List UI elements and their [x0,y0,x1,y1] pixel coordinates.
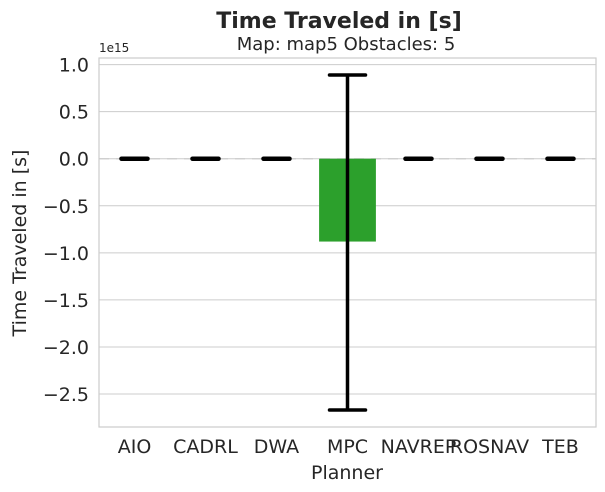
x-tick-label-aio: AIO [118,436,152,458]
x-axis-label: Planner [311,462,383,484]
x-tick-label-mpc: MPC [327,436,368,458]
y-tick-label: −0.5 [43,196,89,218]
plot-frame [98,57,597,428]
x-tick-label-navrep: NAVREP [381,436,457,458]
y-tick-label: −2.5 [43,384,89,406]
y-tick-label: −2.0 [43,337,89,359]
y-axis-label: Time Traveled in [s] [9,150,31,338]
chart-subtitle: Map: map5 Obstacles: 5 [237,34,456,55]
y-tick-labels: 1.0 0.5 0.0 −0.5 −1.0 −1.5 −2.0 −2.5 [43,55,89,406]
chart-title: Time Traveled in [s] [216,9,462,34]
y-tick-label: 1.0 [59,55,89,77]
y-tick-label: 0.5 [59,102,89,124]
error-bars [119,73,576,412]
x-tick-label-dwa: DWA [254,436,299,458]
y-tick-label: −1.5 [43,290,89,312]
y-tick-label: −1.0 [43,243,89,265]
x-tick-label-teb: TEB [541,436,579,458]
y-axis-offset-label: 1e15 [99,41,129,55]
x-tick-label-rosnav: ROSNAV [450,436,529,458]
x-tick-label-cadrl: CADRL [173,436,238,458]
y-tick-label: 0.0 [59,149,89,171]
